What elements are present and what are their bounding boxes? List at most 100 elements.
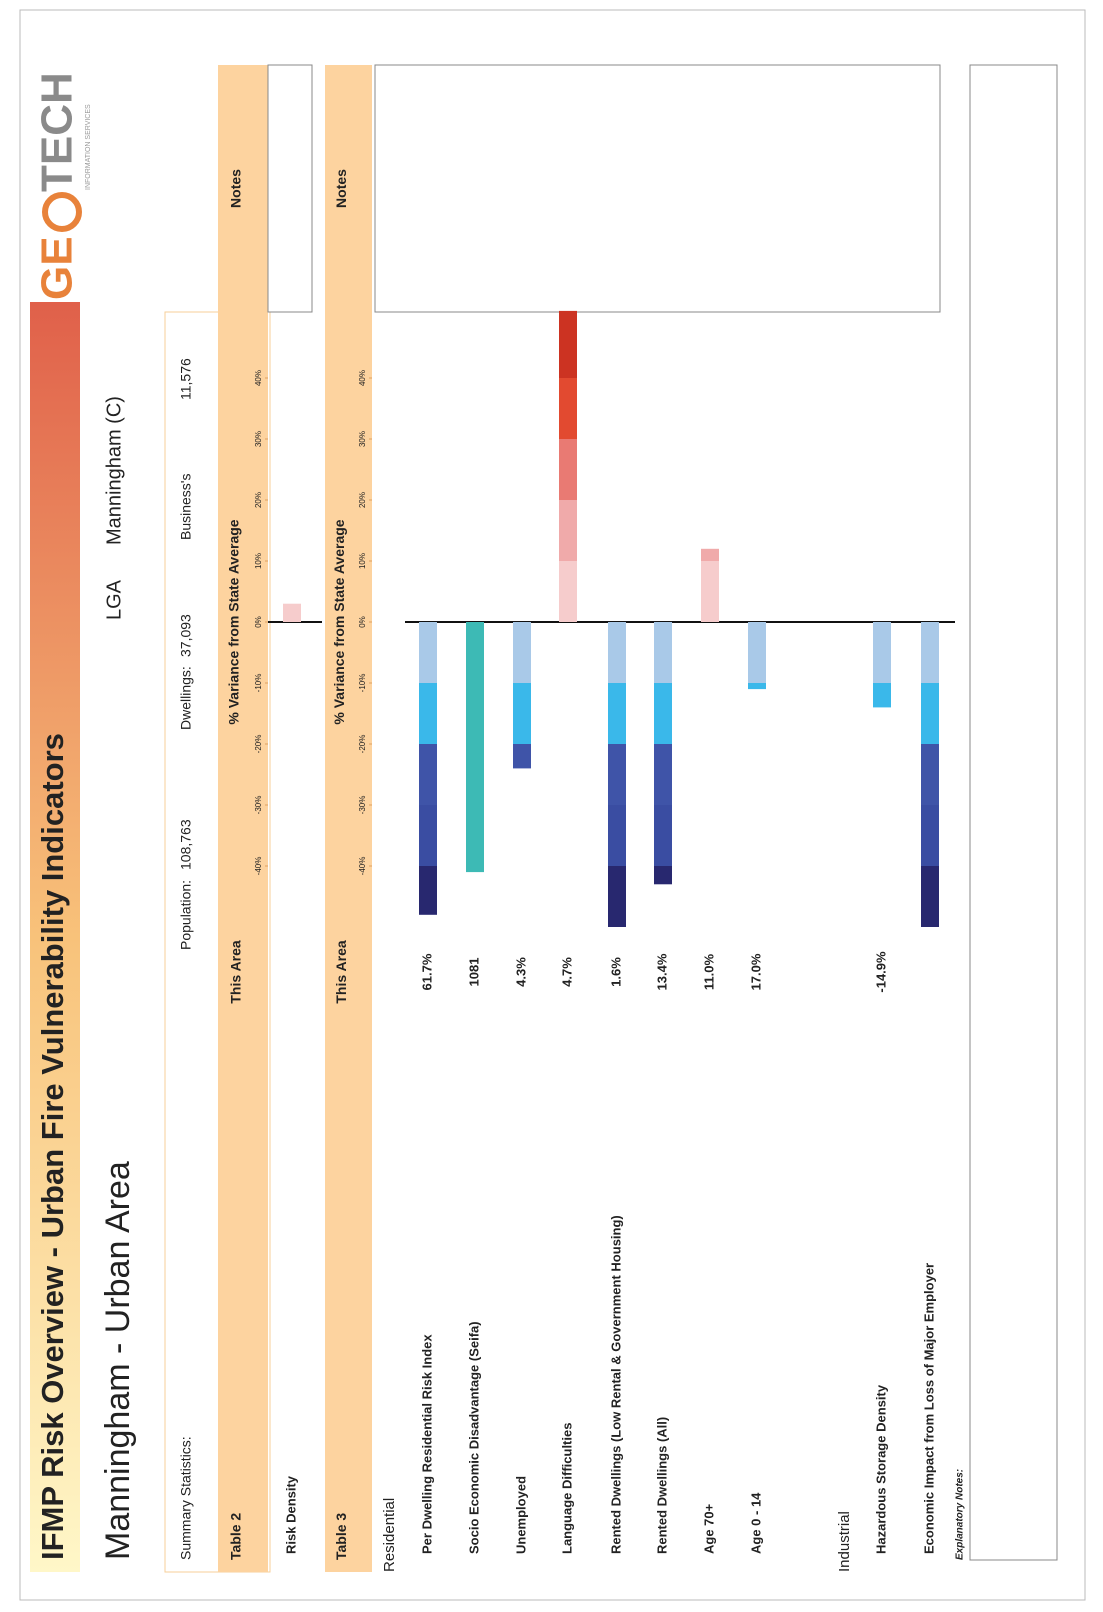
notes-header: Notes [333,169,349,208]
x-axis-label: % Variance from State Average [226,519,242,724]
bar-segment [608,866,626,927]
row-label: Language Difficulties [559,1423,574,1554]
bar-segment [559,561,577,622]
bar-segment [419,683,437,744]
bar-segment [921,744,939,805]
business: 11,576 [178,358,194,400]
bar-segment [283,603,301,622]
this-area-value: 61.7% [419,953,434,990]
x-tick-label: -30% [358,796,367,815]
group-header: Industrial [836,1511,853,1572]
row-label: Age 0 - 14 [748,1492,763,1554]
dwellings: 37,093 [178,614,194,657]
notes-header: Notes [228,169,244,208]
x-tick-label: 10% [254,553,263,569]
bar-segment [608,683,626,744]
this-area-value: 1.6% [608,957,623,987]
bar-segment [748,682,766,690]
row-label: Rented Dwellings (All) [654,1417,669,1554]
row-label: Rented Dwellings (Low Rental & Governmen… [608,1215,623,1554]
bar [654,622,672,885]
x-tick-label: 20% [254,492,263,508]
population-label: Population: [178,880,194,950]
subtitle: Manningham - Urban Area [99,1161,137,1560]
this-area-value: 13.4% [654,953,669,990]
bar [513,622,531,769]
row-label: Per Dwelling Residential Risk Index [419,1334,434,1554]
notes-box [267,64,313,313]
bar-segment [419,622,437,683]
x-tick-label: 20% [358,492,367,508]
summary-label: Summary Statistics: [178,1436,194,1560]
bar-segment [654,744,672,805]
title: IFMP Risk Overview - Urban Fire Vulnerab… [35,733,70,1560]
bar-segment [608,744,626,805]
bar-segment [419,744,437,805]
bar-segment [608,622,626,683]
bar [608,622,626,927]
bar-segment [873,683,891,708]
this-area-value: 1081 [466,958,481,987]
bar-segment [513,744,531,769]
this-area-value: 11.0% [701,953,716,990]
bar-segment [654,683,672,744]
x-tick-label: -20% [358,735,367,754]
summary-box [164,311,271,1573]
row-label: Hazardous Storage Density [873,1384,888,1554]
bar-segment [513,683,531,744]
x-tick-label: 40% [358,370,367,386]
bar-segment [419,865,437,915]
title-band [30,302,80,1572]
bar-segment [921,805,939,866]
bar-segment [921,622,939,683]
explanatory-notes-box [969,64,1058,1561]
x-tick-label: -10% [358,674,367,693]
bar-segment [466,621,484,873]
bar [701,548,719,622]
x-tick-label: -20% [254,735,263,754]
x-tick-label: 30% [358,431,367,447]
lga-value: Manningham (C) [103,396,125,545]
x-tick-label: 0% [254,616,263,628]
this-area-header: This Area [333,940,349,1003]
bar-segment [921,683,939,744]
row-label: Age 70+ [701,1503,716,1554]
bar-segment [559,378,577,439]
business-label: Business's [178,474,194,540]
bar-segment [921,866,939,927]
bar-segment [513,622,531,683]
row-label: Risk Density [283,1475,298,1554]
population: 108,763 [178,819,194,870]
table-header-band [325,65,372,1572]
bar [466,621,484,873]
x-tick-label: -30% [254,796,263,815]
logo-right: TECH [33,72,82,192]
x-tick-label: -40% [358,857,367,876]
table-label: Table 3 [333,1513,349,1560]
bar [419,622,437,915]
x-tick-label: -10% [254,674,263,693]
row-label: Economic Impact from Loss of Major Emplo… [921,1263,936,1554]
this-area-value: 4.7% [559,957,574,987]
bar [873,622,891,708]
x-tick-label: 10% [358,553,367,569]
logo-left: GE [33,236,82,300]
x-axis-label: % Variance from State Average [331,519,347,724]
dwellings-label: Dwellings: [178,666,194,730]
bar-segment [701,548,719,561]
this-area-value: 17.0% [748,953,763,990]
bar-segment [654,805,672,866]
row-label: Unemployed [513,1476,528,1554]
logo-icon [42,192,82,232]
this-area-value: -14.9% [873,951,888,993]
x-tick-label: 30% [254,431,263,447]
this-area-header: This Area [228,940,244,1003]
x-tick-label: 0% [358,616,367,628]
notes-box [374,64,941,313]
bar-segment [559,500,577,561]
bar-segment [701,561,719,622]
bar [559,310,577,622]
bar-segment [419,805,437,866]
bar [921,622,939,927]
